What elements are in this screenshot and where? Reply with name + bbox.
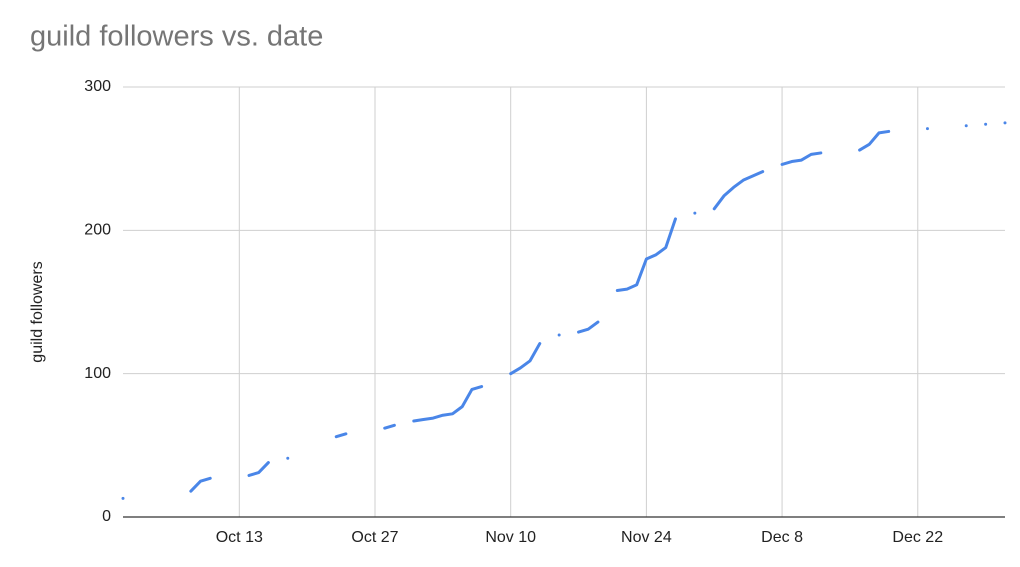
y-tick-label: 200 <box>84 222 111 239</box>
y-axis-label: guild followers <box>29 261 46 362</box>
x-tick-label: Nov 10 <box>485 529 536 546</box>
x-tick-label: Oct 13 <box>216 529 263 546</box>
y-tick-label: 300 <box>84 78 111 95</box>
y-tick-label: 0 <box>102 508 111 525</box>
x-tick-label: Dec 8 <box>761 529 803 546</box>
x-tick-label: Dec 22 <box>892 529 943 546</box>
line-series <box>121 121 1007 500</box>
x-tick-label: Nov 24 <box>621 529 672 546</box>
y-tick-label: 100 <box>84 365 111 382</box>
chart-title: guild followers vs. date <box>30 21 323 53</box>
x-tick-label: Oct 27 <box>351 529 398 546</box>
